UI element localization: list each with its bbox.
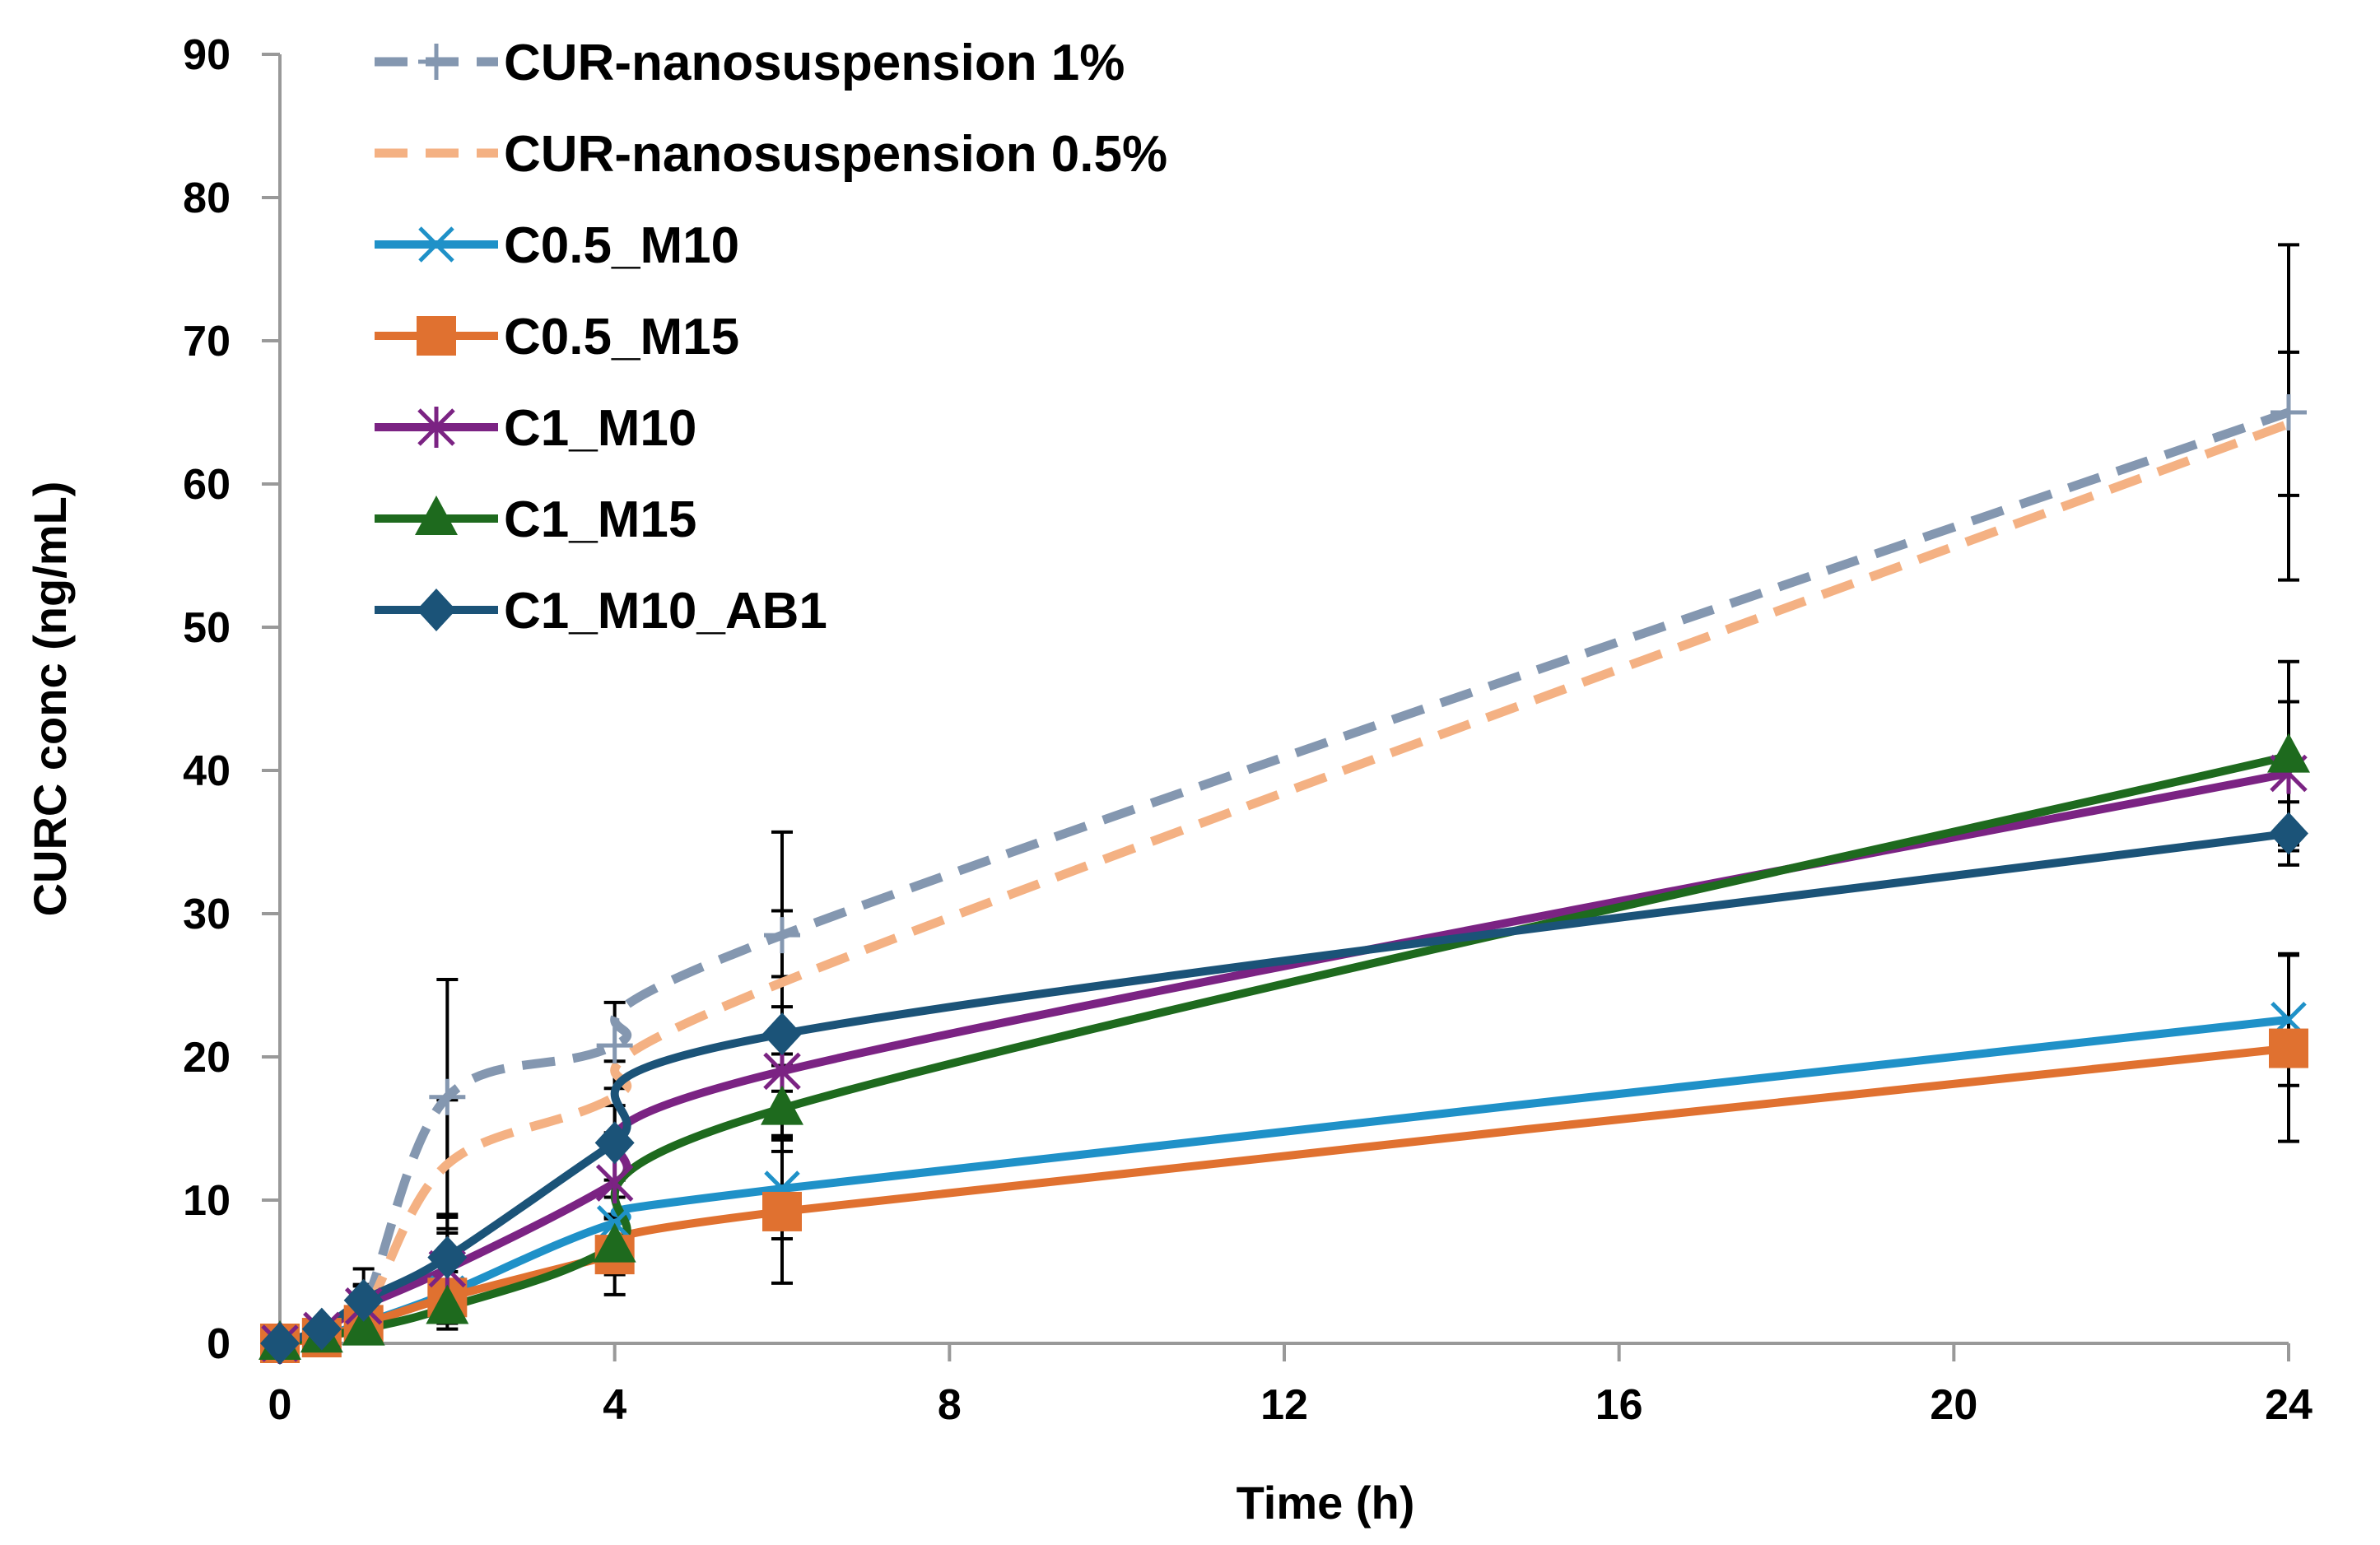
- data-point: [596, 1027, 633, 1064]
- legend-item: C0.5_M15: [375, 309, 739, 365]
- data-point: [2267, 733, 2310, 773]
- legend-label: C1_M10_AB1: [504, 583, 827, 640]
- legend-item: CUR-nanosuspension 0.5%: [375, 126, 1167, 183]
- data-point: [301, 1307, 342, 1351]
- legend-label: C1_M15: [504, 491, 696, 548]
- legend-label: C0.5_M10: [504, 217, 739, 274]
- legend-marker: [418, 44, 454, 80]
- data-point: [762, 1191, 802, 1231]
- data-point: [427, 1236, 468, 1279]
- legend-label: C1_M10: [504, 400, 696, 457]
- data-point: [2269, 1028, 2308, 1068]
- legend-label: CUR-nanosuspension 1%: [504, 35, 1125, 91]
- y-tick-label: 30: [183, 891, 231, 938]
- data-point: [595, 1162, 634, 1204]
- data-point: [761, 1085, 803, 1125]
- y-tick-label: 50: [183, 604, 231, 652]
- x-tick-label: 4: [603, 1381, 626, 1429]
- data-point: [429, 1078, 466, 1115]
- series-line: [279, 1015, 2289, 1347]
- data-point: [593, 1222, 636, 1263]
- y-tick-label: 90: [183, 31, 231, 79]
- x-tick-label: 24: [2265, 1381, 2312, 1429]
- legend-item: C1_M10_AB1: [375, 583, 827, 640]
- y-tick-label: 60: [183, 461, 231, 509]
- series-lines: [278, 407, 2290, 1348]
- y-tick-label: 20: [183, 1034, 231, 1082]
- data-point: [342, 1305, 385, 1346]
- data-point: [343, 1278, 384, 1322]
- legend-marker: [417, 589, 456, 631]
- x-tick-label: 16: [1595, 1381, 1643, 1429]
- data-point: [762, 1012, 802, 1056]
- data-point: [260, 1322, 300, 1365]
- x-tick-label: 12: [1260, 1381, 1308, 1429]
- legend: CUR-nanosuspension 1% CUR-nanosuspension …: [375, 35, 1167, 640]
- y-axis-title: CURC conc (ng/mL): [24, 482, 76, 917]
- legend-item: C1_M10: [375, 400, 696, 457]
- ticks: 0 10 20 30 40 50 60 70 80 90 0 4 8 12 16 20 24: [183, 31, 2312, 1429]
- legend-marker: [415, 496, 458, 535]
- data-point: [2271, 394, 2307, 430]
- legend-item: C1_M15: [375, 491, 696, 548]
- legend-marker: [417, 316, 456, 356]
- data-point: [763, 1050, 801, 1092]
- x-tick-label: 8: [938, 1381, 962, 1429]
- data-point: [764, 917, 800, 954]
- y-tick-label: 80: [183, 175, 231, 222]
- x-tick-label: 0: [268, 1381, 292, 1429]
- data-point: [426, 1284, 469, 1324]
- x-tick-label: 20: [1930, 1381, 1977, 1429]
- legend-item: CUR-nanosuspension 1%: [375, 35, 1125, 91]
- series-markers: [258, 394, 2310, 1365]
- legend-item: C0.5_M10: [375, 217, 739, 274]
- data-point: [594, 1121, 635, 1165]
- y-tick-label: 70: [183, 318, 231, 365]
- y-tick-label: 40: [183, 747, 231, 795]
- legend-marker: [418, 226, 454, 263]
- x-axis-title: Time (h): [1237, 1477, 1415, 1529]
- y-tick-label: 0: [207, 1320, 231, 1368]
- legend-label: CUR-nanosuspension 0.5%: [504, 126, 1167, 183]
- series-line: [278, 407, 2290, 1348]
- legend-label: C0.5_M15: [504, 309, 739, 365]
- y-tick-label: 10: [183, 1177, 231, 1225]
- legend-marker: [417, 407, 455, 448]
- data-point: [2269, 812, 2308, 855]
- series-line: [279, 1044, 2289, 1347]
